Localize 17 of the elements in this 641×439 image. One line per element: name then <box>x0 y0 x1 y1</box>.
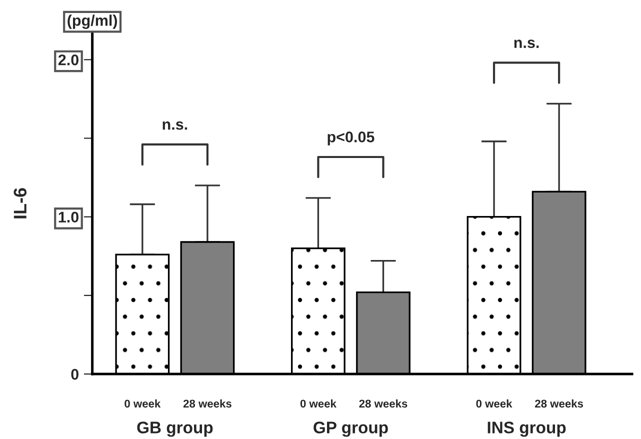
y-axis-title: IL-6 <box>14 188 27 218</box>
annotation: n.s. <box>162 121 188 130</box>
text: 0 week <box>476 399 512 408</box>
x-tick-label: GP group <box>314 422 388 437</box>
annotation: p<0.05 <box>328 132 374 146</box>
y-tick-label: 2.0 <box>58 54 78 66</box>
y-tick-label: 1.0 <box>58 212 78 223</box>
x-tick-label: INS group <box>488 422 566 437</box>
annotation: n.s. <box>514 40 539 48</box>
text: 28 weeks <box>183 399 232 408</box>
text: 0 week <box>124 399 161 408</box>
y-tick-label: 0 <box>71 368 78 380</box>
text: 28 weeks <box>359 399 408 408</box>
text: 0 week <box>300 399 336 408</box>
text: 28 weeks <box>535 399 584 408</box>
text: (pg/ml) <box>68 14 117 29</box>
x-tick-label: GB group <box>137 422 213 437</box>
